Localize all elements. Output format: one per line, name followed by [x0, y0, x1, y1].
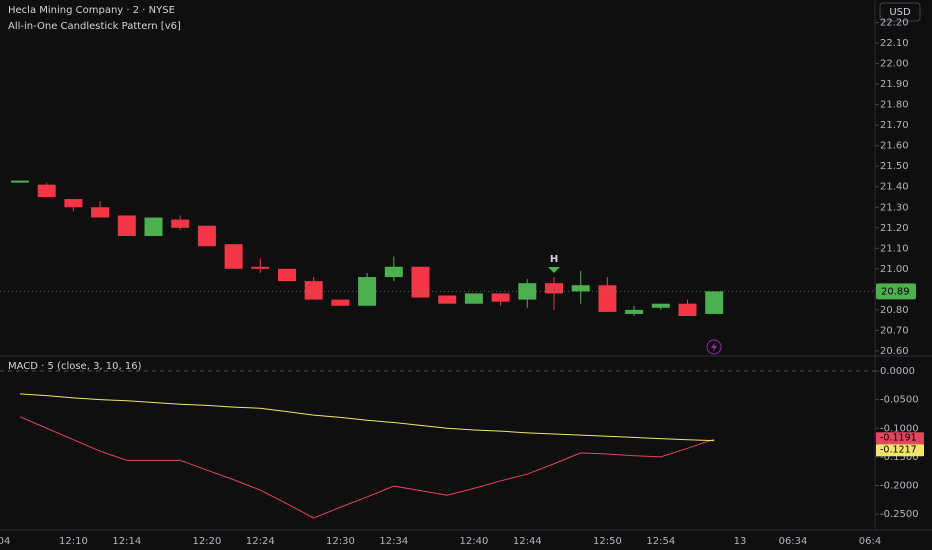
- last-value-label: -0.1191: [880, 433, 917, 444]
- indicator-title: All-in-One Candlestick Pattern [v6]: [8, 21, 181, 32]
- y-tick-label: 21.60: [880, 141, 909, 152]
- macd-line: [19, 393, 715, 442]
- x-tick-label: 12:24: [246, 536, 275, 547]
- pattern-marker: [548, 267, 560, 274]
- candle-body: [11, 180, 29, 183]
- last-value-box: [876, 444, 924, 457]
- alert-icon[interactable]: [706, 339, 722, 355]
- macd-line: [19, 416, 715, 519]
- y-tick-label: 21.20: [880, 223, 909, 234]
- candle-body: [197, 225, 216, 247]
- candle-body: [304, 281, 323, 300]
- y-tick-label: 22.00: [880, 59, 909, 70]
- x-tick-label: 12:44: [513, 536, 542, 547]
- candle-body: [358, 277, 377, 306]
- candle-body: [411, 266, 430, 298]
- y-tick-label: -0.2000: [880, 480, 919, 491]
- last-price-box: [876, 283, 916, 300]
- last-value-label: -0.1217: [880, 445, 917, 456]
- y-tick-label: 20.80: [880, 305, 909, 316]
- candle-body: [491, 293, 510, 302]
- candle-body: [117, 215, 136, 236]
- candle-body: [438, 295, 457, 304]
- y-tick-label: 21.00: [880, 264, 909, 275]
- y-tick-label: 21.90: [880, 79, 909, 90]
- candle-body: [545, 283, 563, 294]
- y-tick-label: 21.80: [880, 100, 909, 111]
- alert-circle[interactable]: [706, 339, 722, 355]
- candle-body: [144, 217, 163, 236]
- candle-body: [464, 293, 483, 304]
- candle-body: [331, 299, 350, 306]
- candle-body: [571, 285, 590, 292]
- candle-body: [64, 199, 83, 208]
- y-tick-label: -0.1500: [880, 452, 919, 463]
- pattern-label: H: [550, 254, 558, 265]
- y-tick-label: 22.20: [880, 18, 909, 29]
- candle-body: [625, 309, 644, 314]
- candle-body: [384, 266, 403, 278]
- candle-body: [278, 268, 296, 282]
- x-tick-label: 12:14: [112, 536, 141, 547]
- alert-bolt[interactable]: [711, 342, 717, 352]
- y-tick-label: 0.0000: [880, 366, 915, 377]
- candle-body: [224, 244, 243, 269]
- candle-body: [678, 303, 697, 317]
- x-tick-label: 12:54: [646, 536, 675, 547]
- y-tick-label: 21.30: [880, 202, 909, 213]
- last-price-label: 20.89: [881, 286, 910, 297]
- macd-title: MACD · 5 (close, 3, 10, 16): [8, 361, 142, 372]
- x-tick-label: 12:40: [459, 536, 488, 547]
- y-tick-label: 21.10: [880, 243, 909, 254]
- y-tick-label: -0.2500: [880, 509, 919, 520]
- x-tick-label: 04: [0, 536, 10, 547]
- candle-body: [91, 207, 110, 218]
- candle-body: [37, 184, 56, 197]
- x-tick-label: 12:20: [192, 536, 221, 547]
- chart-title: Hecla Mining Company · 2 · NYSE: [8, 5, 175, 16]
- x-tick-label: 12:30: [326, 536, 355, 547]
- last-value-box: [876, 432, 924, 445]
- y-tick-label: 21.70: [880, 120, 909, 131]
- candle-body: [251, 266, 270, 269]
- x-tick-label: 12:50: [593, 536, 622, 547]
- x-tick-label: 06:4: [859, 536, 881, 547]
- y-tick-label: 20.70: [880, 325, 909, 336]
- x-tick-label: 13: [734, 536, 747, 547]
- y-tick-label: -0.0500: [880, 395, 919, 406]
- candle-body: [598, 285, 617, 312]
- candle-body: [651, 303, 670, 308]
- y-tick-label: -0.1000: [880, 423, 919, 434]
- y-tick-label: 22.10: [880, 38, 909, 49]
- x-tick-label: 06:34: [779, 536, 808, 547]
- y-tick-label: 20.60: [880, 346, 909, 357]
- candle-body: [518, 283, 537, 300]
- candle-body: [705, 291, 724, 314]
- candle-body: [171, 219, 190, 228]
- currency-button[interactable]: [879, 2, 921, 22]
- y-tick-label: 21.40: [880, 182, 909, 193]
- currency[interactable]: USD: [889, 7, 911, 18]
- y-tick-label: 21.50: [880, 161, 909, 172]
- x-tick-label: 12:10: [59, 536, 88, 547]
- x-tick-label: 12:34: [379, 536, 408, 547]
